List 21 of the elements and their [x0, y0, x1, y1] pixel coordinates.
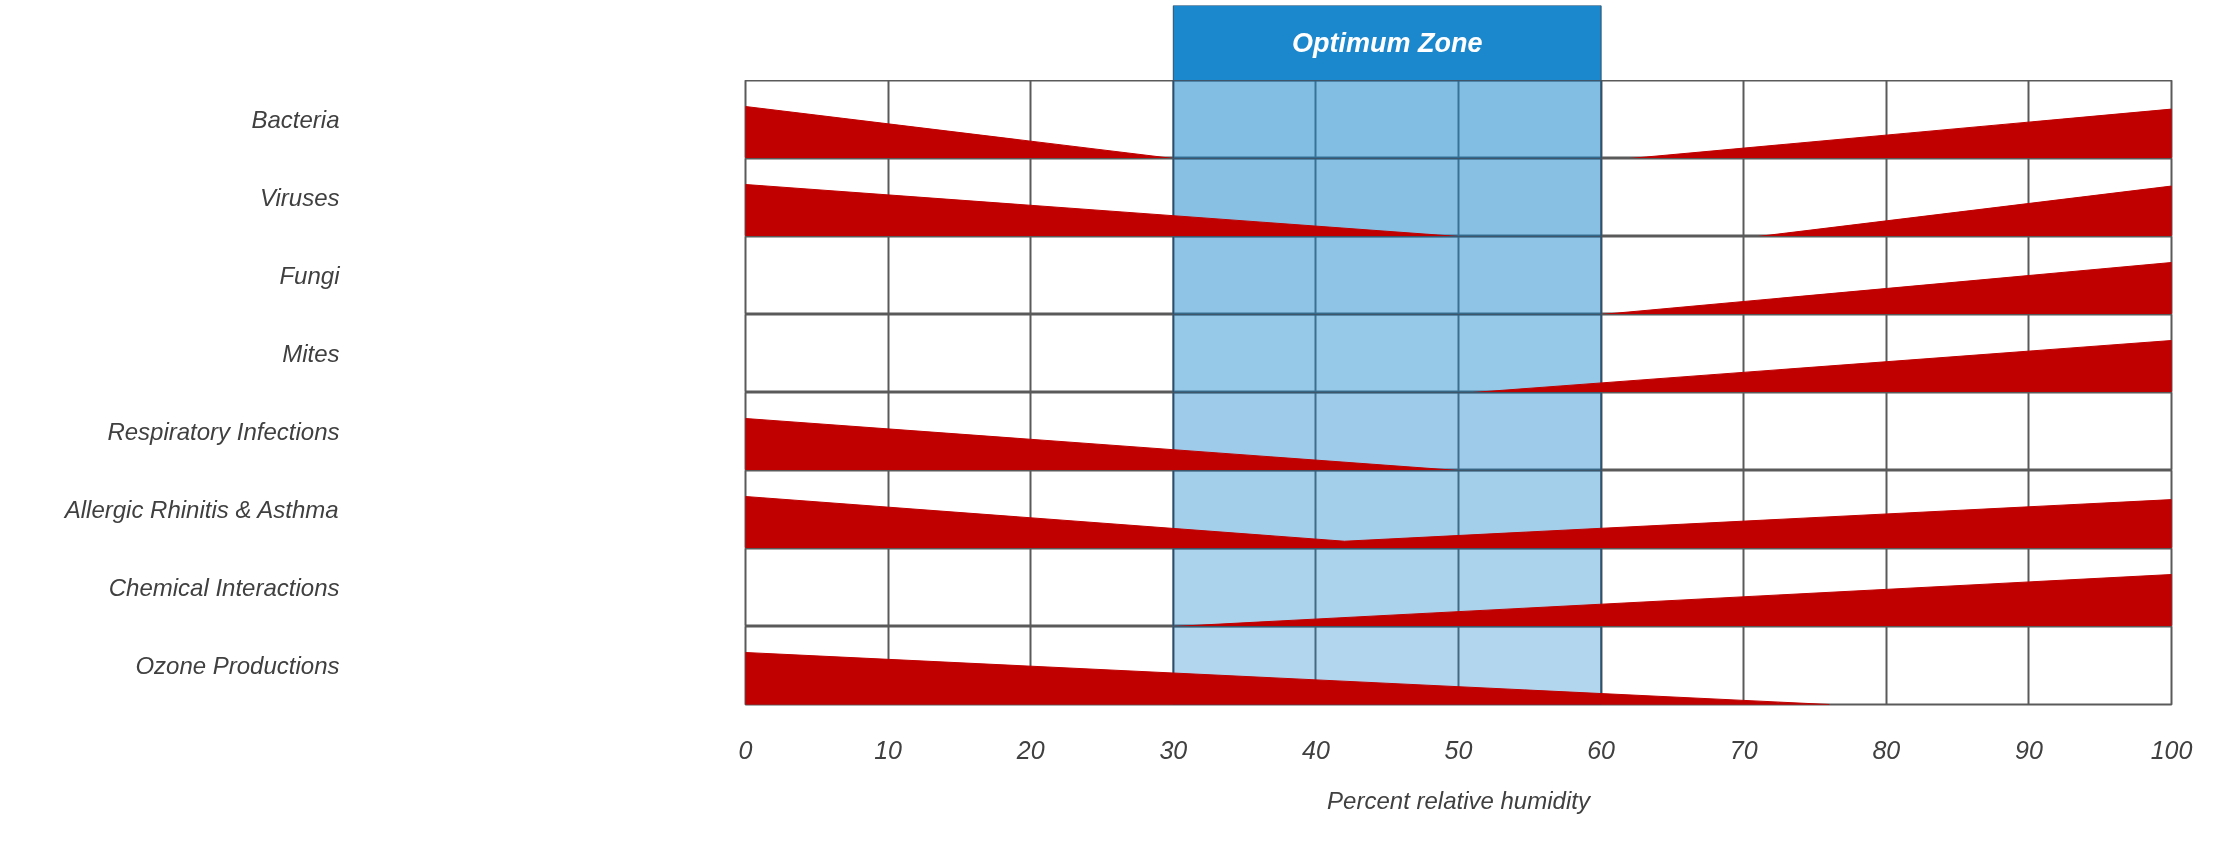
y-axis-title: Fungi [279, 262, 341, 289]
y-axis-title: Respiratory Infections [107, 418, 340, 445]
x-tick-label: 70 [1729, 735, 1758, 764]
x-tick-label: 90 [2015, 735, 2043, 764]
x-tick-label: 30 [1159, 735, 1188, 764]
x-tick-label: 100 [2150, 735, 2193, 764]
y-axis-title: Ozone Productions [135, 652, 340, 679]
y-axis-title: Chemical Interactions [108, 574, 340, 601]
x-tick-label: 60 [1587, 735, 1616, 764]
x-tick-label: 20 [1015, 735, 1045, 764]
x-tick-label: 0 [738, 735, 753, 764]
x-tick-label: 80 [1872, 735, 1901, 764]
x-tick-label: 40 [1302, 735, 1330, 764]
x-tick-label: 50 [1444, 735, 1473, 764]
band-label: Optimum Zone [1291, 28, 1483, 58]
y-axis-title: Mites [282, 340, 340, 367]
y-axis-title: Viruses [259, 184, 340, 211]
y-axis-title: Allergic Rhinitis & Asthma [62, 496, 339, 523]
x-tick-label: 10 [874, 735, 903, 764]
x-axis-title: Percent relative humidity [1327, 786, 1592, 814]
y-axis-title: Bacteria [251, 106, 340, 133]
